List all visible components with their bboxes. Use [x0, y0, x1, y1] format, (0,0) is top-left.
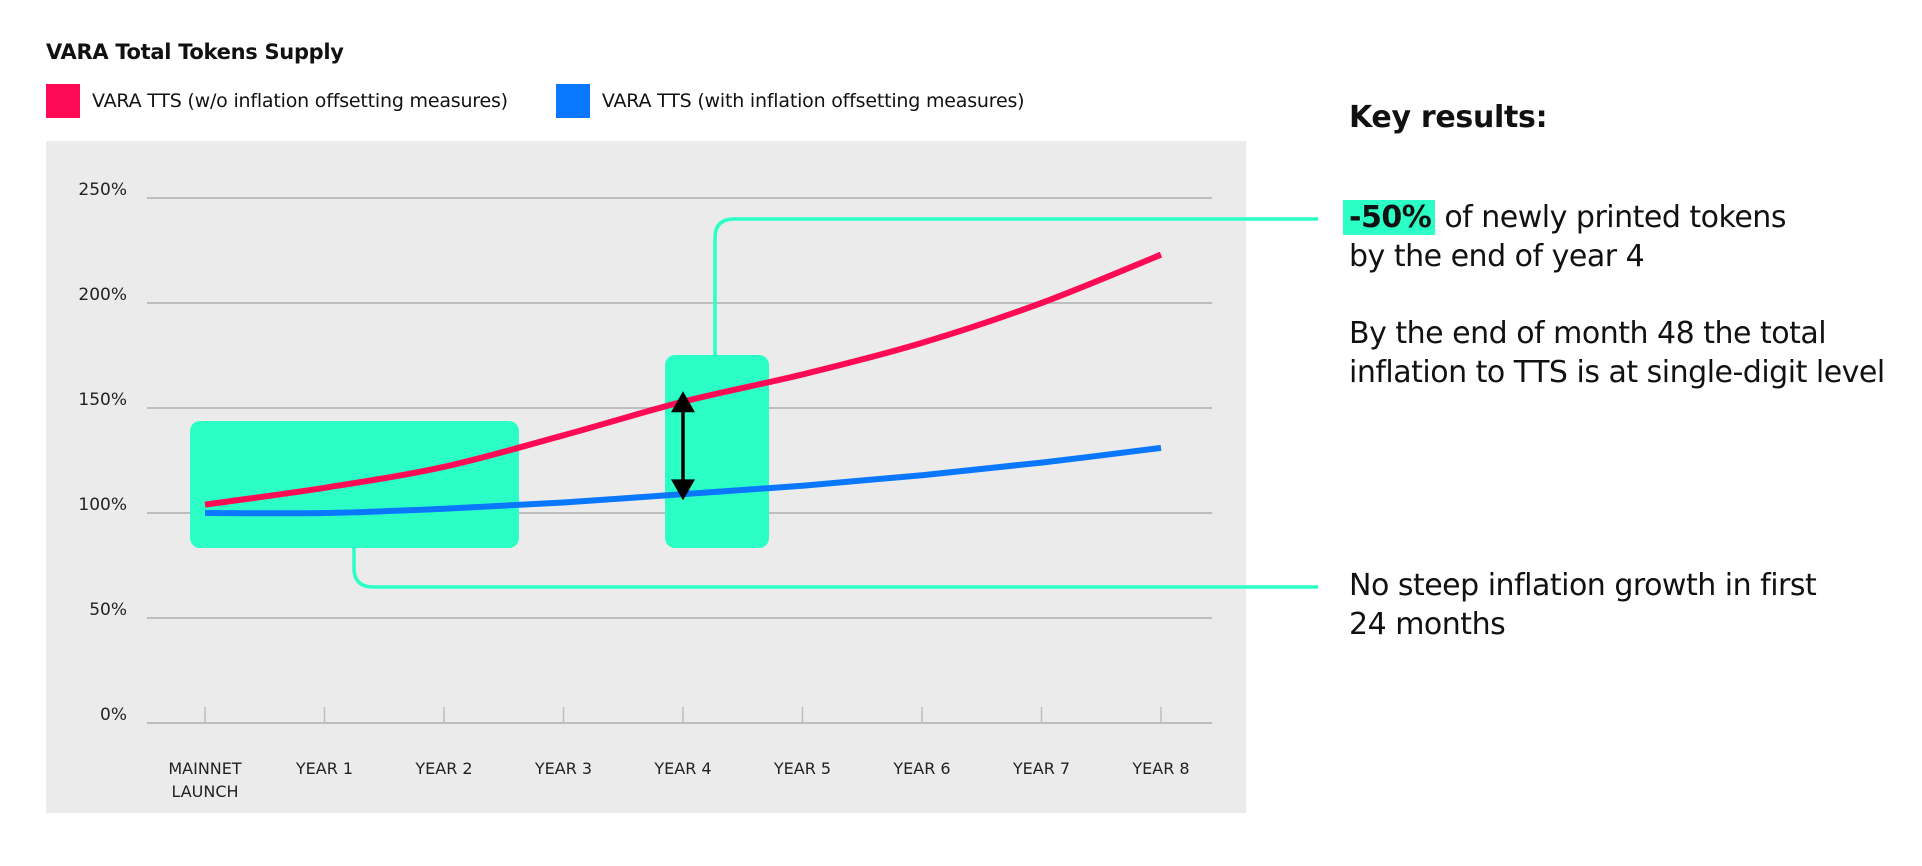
callout-connectors [352, 217, 1318, 589]
y-tick-label: 0% [100, 705, 127, 725]
connector-year-4 [713, 217, 1318, 356]
callout-reduction-line2: by the end of year 4 [1349, 239, 1645, 274]
legend-item-with-measures: VARA TTS (with inflation offsetting meas… [555, 84, 1025, 118]
callout-month-48-line2: inflation to TTS is at single-digit leve… [1349, 355, 1885, 390]
callout-no-steep-growth: No steep inflation growth in first 24 mo… [1349, 566, 1817, 644]
callout-reduction: -50% of newly printed tokens by the end … [1343, 198, 1786, 276]
x-tick-label: YEAR 1 [295, 759, 353, 778]
x-tick-label: LAUNCH [171, 782, 238, 801]
x-tick-label: YEAR 7 [1012, 759, 1070, 778]
blue-square-icon [555, 84, 590, 118]
x-tick-label: YEAR 3 [534, 759, 592, 778]
x-axis-ticks [204, 707, 1162, 723]
x-axis-labels: MAINNET LAUNCH YEAR 1 YEAR 2 YEAR 3 YEAR 4 YEA… [168, 759, 1189, 801]
y-axis-labels: 0% 50% 100% 150% 200% 250% [78, 180, 127, 725]
chart-legend: VARA TTS (w/o inflation offsetting measu… [46, 84, 1072, 118]
key-results-title: Key results: [1349, 100, 1548, 135]
arrow-head-up-icon [671, 391, 695, 413]
x-tick-label: YEAR 5 [773, 759, 831, 778]
arrow-head-down-icon [671, 479, 695, 501]
callout-reduction-line1: of newly printed tokens [1444, 200, 1786, 235]
callout-no-steep-growth-line1: No steep inflation growth in first [1349, 568, 1817, 603]
y-tick-label: 150% [78, 390, 127, 410]
y-tick-label: 100% [78, 495, 127, 515]
y-tick-label: 250% [78, 180, 127, 200]
highlight-badge: -50% [1343, 200, 1436, 235]
highlight-box-year-4 [665, 355, 769, 548]
callout-month-48-line1: By the end of month 48 the total [1349, 316, 1827, 351]
legend-item-without-measures: VARA TTS (w/o inflation offsetting measu… [46, 84, 508, 118]
connector-first-24-months [352, 548, 1318, 589]
x-tick-label: YEAR 4 [653, 759, 711, 778]
legend-label-with-measures: VARA TTS (with inflation offsetting meas… [601, 90, 1025, 112]
y-tick-label: 50% [89, 600, 127, 620]
red-square-icon [46, 84, 80, 118]
x-tick-label: YEAR 2 [414, 759, 472, 778]
x-tick-label: MAINNET [168, 759, 242, 778]
chart-title: VARA Total Tokens Supply [46, 40, 344, 64]
legend-label-without-measures: VARA TTS (w/o inflation offsetting measu… [92, 90, 508, 112]
callout-month-48: By the end of month 48 the total inflati… [1349, 314, 1885, 392]
x-tick-label: YEAR 6 [892, 759, 950, 778]
y-tick-label: 200% [78, 285, 127, 305]
callout-no-steep-growth-line2: 24 months [1349, 607, 1506, 642]
double-arrow-icon [671, 391, 695, 501]
x-tick-label: YEAR 8 [1131, 759, 1189, 778]
